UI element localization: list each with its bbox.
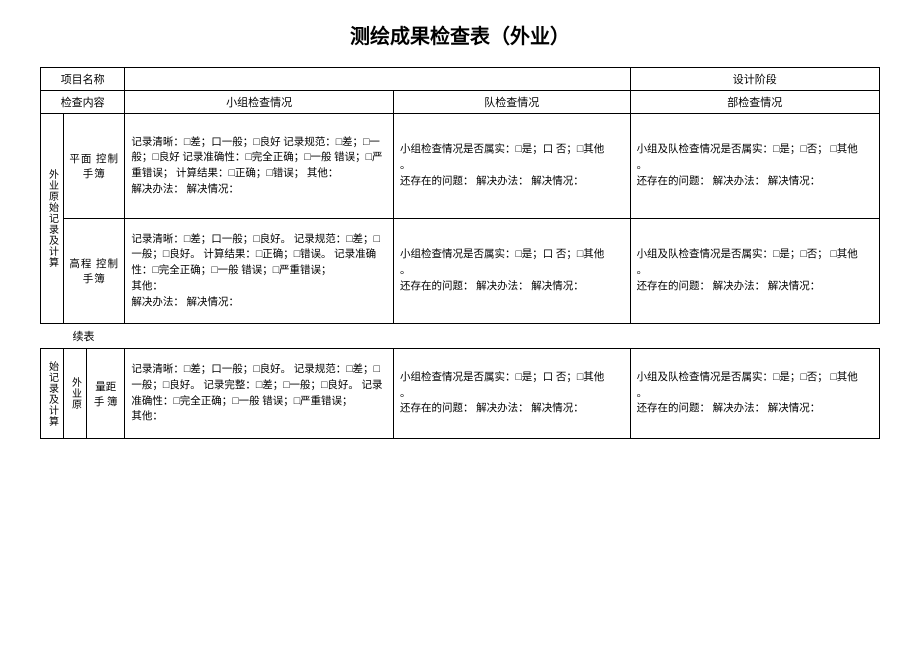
team-check-header: 队检查情况 xyxy=(393,91,630,114)
row2-team-check: 小组检查情况是否属实：□是；口 否；□其他。还存在的问题： 解决办法： 解决情况… xyxy=(393,219,630,324)
row2-sub-label: 高程 控制 手簿 xyxy=(64,219,125,324)
table-row: 高程 控制 手簿 记录清晰：□差；口一般；□良好。 记录规范：□差；□一般；□良… xyxy=(41,219,880,324)
row3-dept-check: 小组及队检查情况是否属实：□是；□否； □其他。还存在的问题： 解决办法： 解决… xyxy=(630,349,879,439)
design-stage-label: 设计阶段 xyxy=(630,68,879,91)
row3-sub-label: 量距 手 簿 xyxy=(87,349,125,439)
page-title: 测绘成果检查表（外业） xyxy=(40,20,880,49)
row2-group-check: 记录清晰：□差；口一般；□良好。 记录规范：□差；□一般；□良好。 计算结果：□… xyxy=(125,219,394,324)
dept-check-header: 部检查情况 xyxy=(630,91,879,114)
continue-row: 续表 xyxy=(41,324,880,349)
row1-sub-label: 平面 控制 手簿 xyxy=(64,114,125,219)
row2-dept-check: 小组及队检查情况是否属实：□是；□否； □其他。还存在的问题： 解决办法： 解决… xyxy=(630,219,879,324)
continue-label: 续表 xyxy=(43,331,95,343)
check-content-header: 检查内容 xyxy=(41,91,125,114)
header-row-2: 检查内容 小组检查情况 队检查情况 部检查情况 xyxy=(41,91,880,114)
table-row: 始记录及计算 外业原 量距 手 簿 记录清晰：□差；口一般；□良好。 记录规范：… xyxy=(41,349,880,439)
section1-vert-label: 外业原始记录及计算 xyxy=(41,114,64,324)
row1-team-check: 小组检查情况是否属实：□是；口 否；□其他。还存在的问题： 解决办法： 解决情况… xyxy=(393,114,630,219)
project-name-label: 项目名称 xyxy=(41,68,125,91)
row1-group-check: 记录清晰：□差；口一般；□良好 记录规范：□差；□一般；□良好 记录准确性：□完… xyxy=(125,114,394,219)
section2-vert-label1: 始记录及计算 xyxy=(41,349,64,439)
group-check-header: 小组检查情况 xyxy=(125,91,394,114)
header-row-1: 项目名称 设计阶段 xyxy=(41,68,880,91)
project-name-value xyxy=(125,68,630,91)
table-row: 外业原始记录及计算 平面 控制 手簿 记录清晰：□差；口一般；□良好 记录规范：… xyxy=(41,114,880,219)
section2-vert-label2: 外业原 xyxy=(64,349,87,439)
row3-team-check: 小组检查情况是否属实：□是；口 否；□其他。还存在的问题： 解决办法： 解决情况… xyxy=(393,349,630,439)
row3-group-check: 记录清晰：□差；口一般；□良好。 记录规范：□差；□一般；□良好。 记录完整：□… xyxy=(125,349,394,439)
main-table: 项目名称 设计阶段 检查内容 小组检查情况 队检查情况 部检查情况 外业原始记录… xyxy=(40,67,880,439)
row1-dept-check: 小组及队检查情况是否属实：□是；□否； □其他。还存在的问题： 解决办法： 解决… xyxy=(630,114,879,219)
